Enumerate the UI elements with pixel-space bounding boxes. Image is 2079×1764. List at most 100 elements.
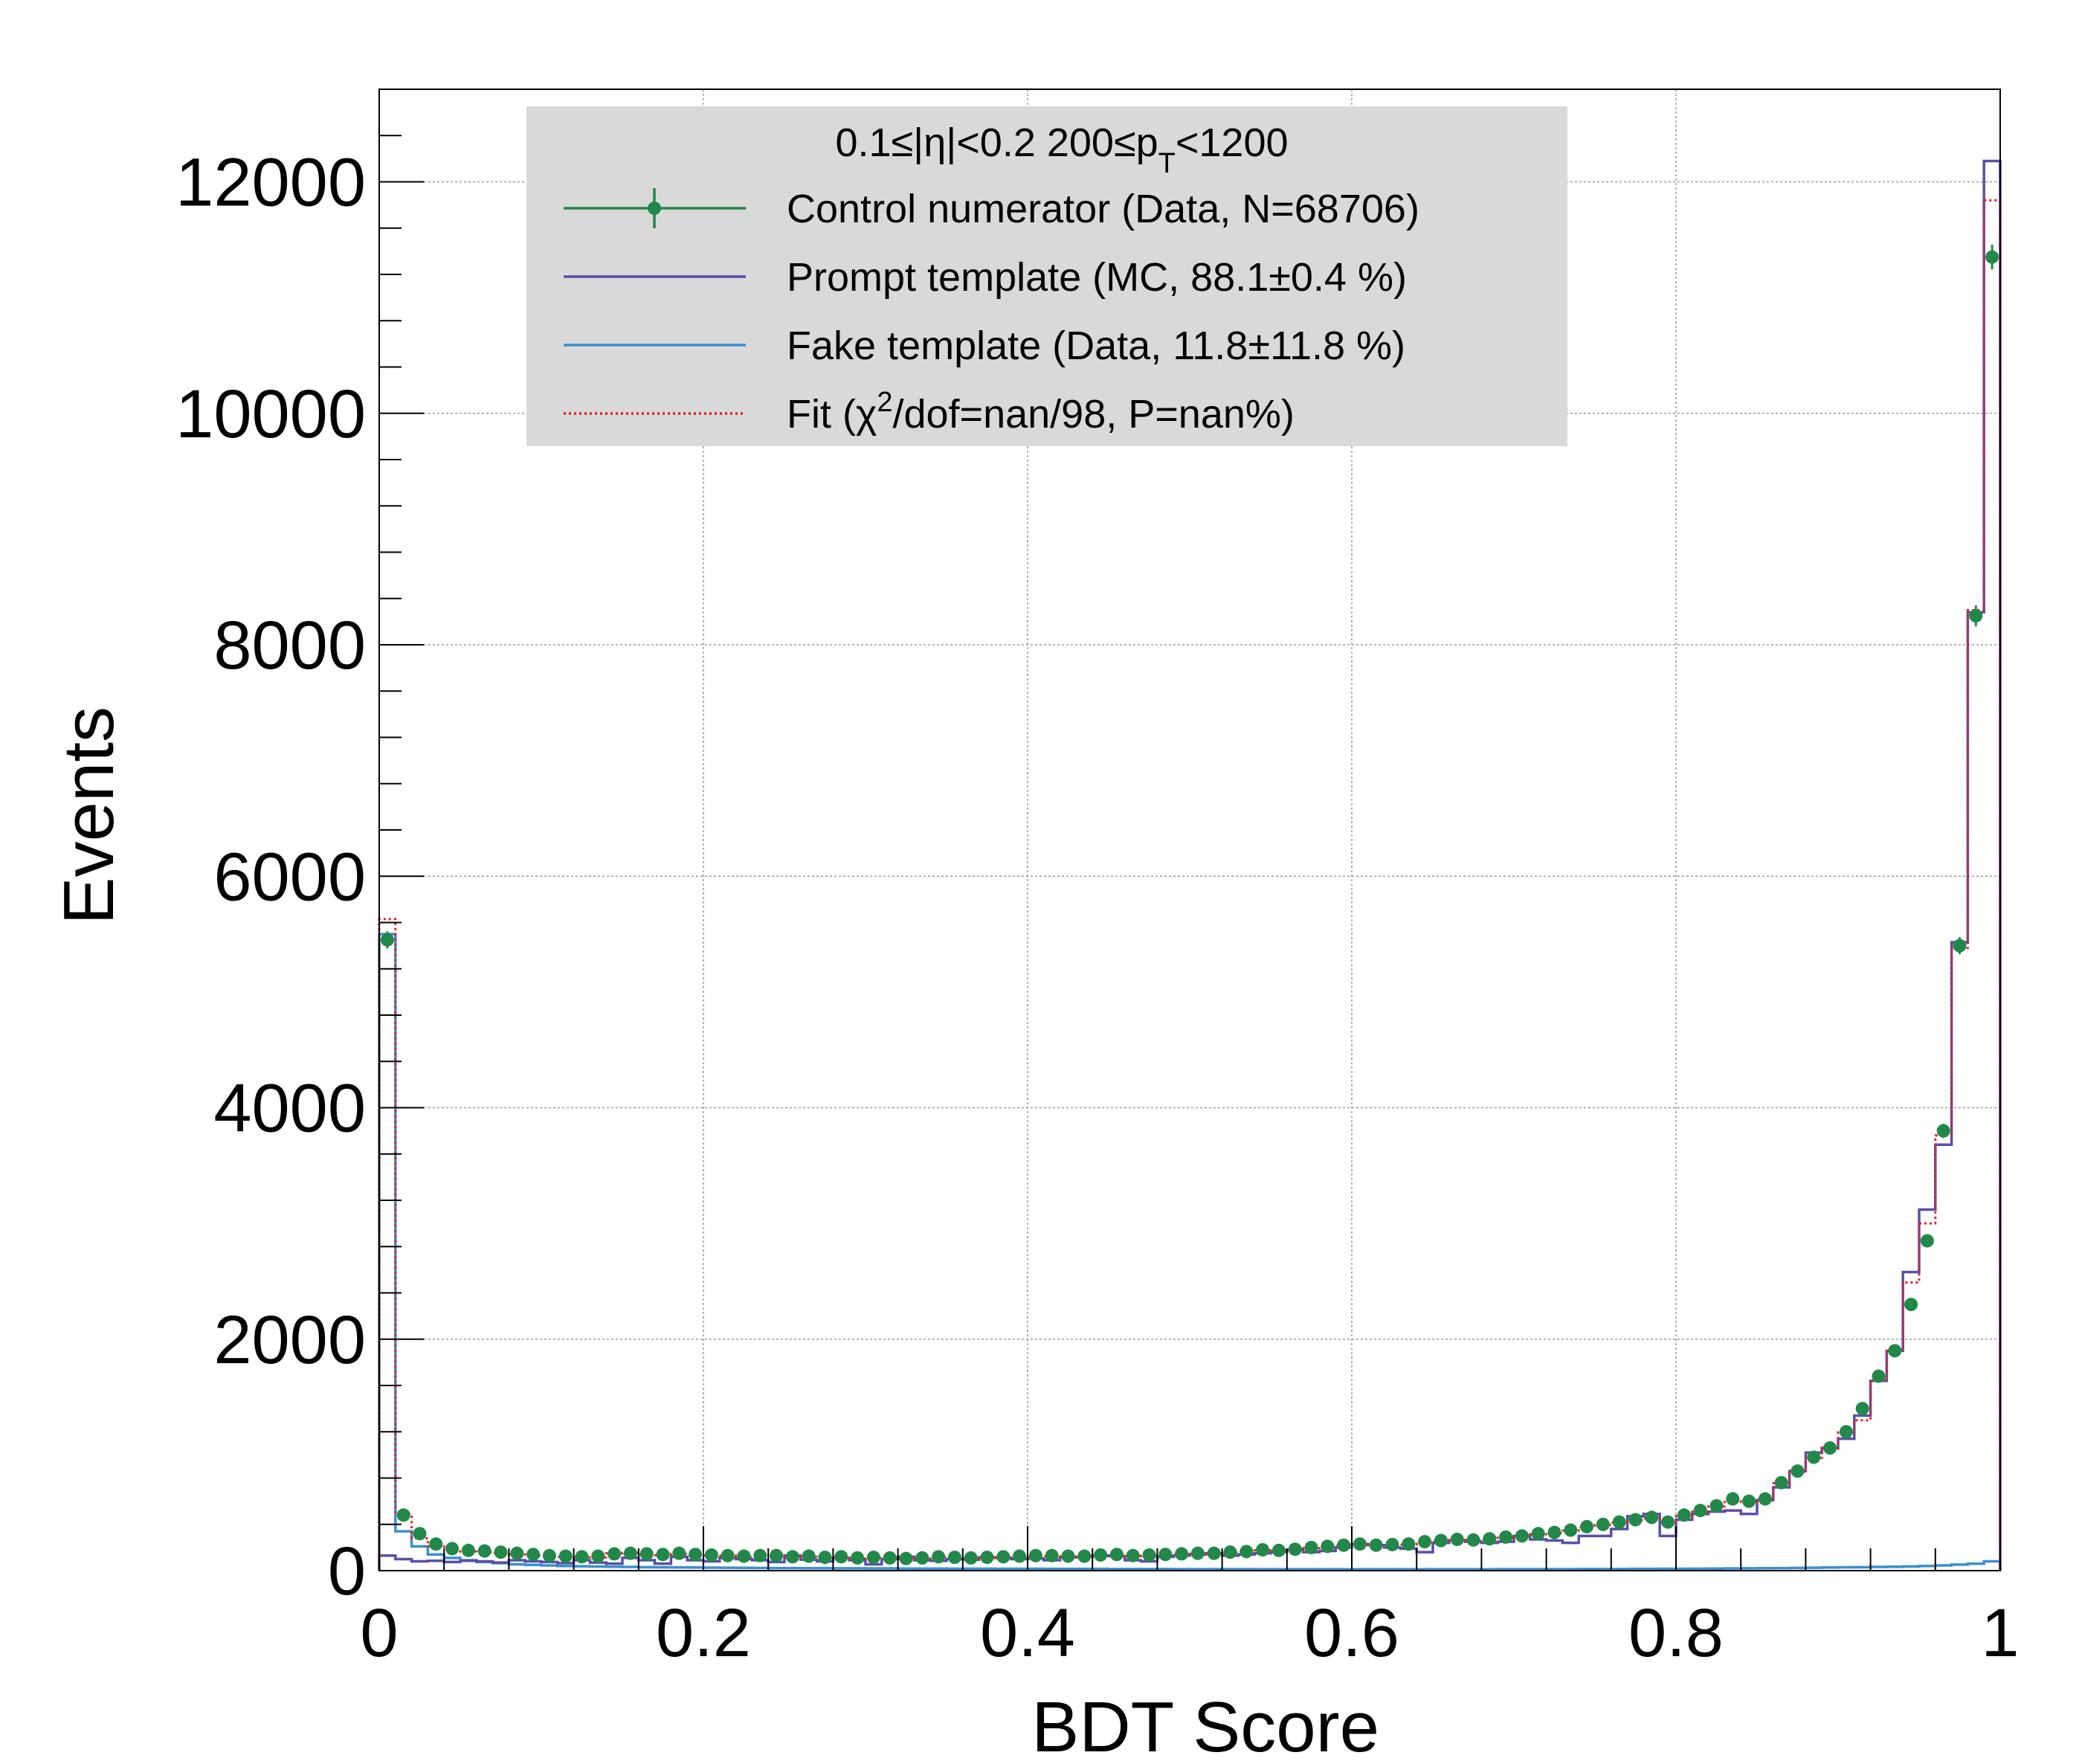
data-point <box>1418 1535 1432 1549</box>
data-point-marker <box>1790 1464 1805 1478</box>
data-point-marker <box>461 1543 475 1557</box>
data-point <box>1807 1450 1821 1464</box>
data-point <box>1126 1548 1140 1562</box>
data-point <box>964 1551 978 1565</box>
data-point <box>510 1546 524 1560</box>
data-point <box>558 1549 573 1563</box>
data-point <box>834 1550 848 1564</box>
data-point-marker <box>1499 1530 1513 1544</box>
data-point-marker <box>1693 1504 1707 1518</box>
tick-labels: 0 0.2 0.4 0.6 0.8 1 0 2000 4000 6000 8000 10000 1200… <box>175 145 2019 1672</box>
data-point-marker <box>753 1548 767 1562</box>
data-point <box>1353 1537 1367 1551</box>
data-point-marker <box>737 1549 751 1563</box>
data-point-marker <box>1709 1499 1724 1513</box>
data-point <box>1709 1499 1724 1513</box>
data-point <box>1515 1529 1529 1543</box>
data-point-marker <box>1353 1537 1367 1551</box>
data-point-marker <box>1240 1545 1254 1559</box>
prompt-histogram <box>378 159 2002 1571</box>
data-point <box>1337 1538 1351 1552</box>
data-point-marker <box>1969 609 1983 623</box>
data-point <box>429 1537 443 1551</box>
data-point-marker <box>1515 1529 1529 1543</box>
series-layer <box>378 159 2002 1571</box>
data-point-marker <box>672 1546 686 1560</box>
data-point <box>980 1551 994 1565</box>
y-tick-label: 2000 <box>213 1302 366 1378</box>
data-point-marker <box>639 1547 654 1561</box>
data-point <box>1207 1546 1221 1560</box>
legend-marker <box>648 202 661 215</box>
x-tick-label: 0.6 <box>1304 1595 1399 1671</box>
data-point-marker <box>947 1551 961 1565</box>
data-point-marker <box>802 1549 816 1563</box>
data-point-marker <box>1628 1513 1643 1527</box>
data-point <box>526 1548 541 1562</box>
data-point-marker <box>1142 1548 1156 1562</box>
data-point <box>1271 1543 1286 1557</box>
data-point-marker <box>1061 1549 1075 1563</box>
x-tick-label: 0 <box>360 1595 398 1671</box>
data-point <box>1677 1508 1691 1522</box>
data-point <box>477 1544 491 1558</box>
fake-histogram <box>378 933 2002 1571</box>
data-point <box>461 1543 475 1557</box>
y-tick-label: 8000 <box>213 608 366 683</box>
data-point <box>1661 1515 1675 1529</box>
x-tick-label: 0.4 <box>980 1595 1075 1671</box>
legend-entry-label-part: Fit (χ <box>787 392 877 437</box>
data-point-marker <box>1774 1475 1788 1490</box>
data-point-marker <box>1013 1549 1027 1563</box>
data-point <box>1758 1492 1772 1506</box>
data-point <box>1077 1549 1092 1563</box>
data-point-marker <box>1190 1546 1205 1560</box>
data-point-marker <box>607 1547 622 1561</box>
data-point <box>704 1548 718 1562</box>
x-axis-title: BDT Score <box>1031 1687 1379 1764</box>
data-point <box>1855 1402 1869 1416</box>
data-point-marker <box>1271 1543 1286 1557</box>
data-point-marker <box>1531 1527 1545 1541</box>
data-point-marker <box>429 1537 443 1551</box>
data-point <box>1256 1542 1270 1557</box>
data-point <box>1158 1548 1173 1562</box>
data-point <box>1888 1344 1902 1358</box>
data-point <box>1434 1533 1448 1548</box>
data-point-marker <box>1758 1492 1772 1506</box>
data-point-marker <box>1888 1344 1902 1358</box>
data-point-marker <box>445 1542 460 1556</box>
data-point-marker <box>1028 1548 1042 1562</box>
data-point <box>1628 1513 1643 1527</box>
legend-entry-label-part: /dof=nan/98, P=nan%) <box>892 392 1294 437</box>
data-point <box>753 1548 767 1562</box>
data-point-marker <box>1855 1402 1869 1416</box>
data-point-marker <box>721 1548 735 1562</box>
data-point <box>591 1549 605 1563</box>
data-point <box>1547 1525 1561 1539</box>
data-point-marker <box>1175 1547 1189 1561</box>
data-point-marker <box>1077 1549 1092 1563</box>
y-axis-title: Events <box>49 706 129 924</box>
data-point-marker <box>899 1551 913 1565</box>
data-point <box>1985 245 1999 270</box>
data-point <box>1742 1494 1756 1508</box>
legend-header-part: <1200 <box>1176 120 1289 165</box>
data-point-marker <box>1126 1548 1140 1562</box>
data-point <box>1726 1492 1740 1506</box>
data-point-marker <box>494 1545 508 1559</box>
data-point-marker <box>1596 1517 1610 1531</box>
legend-header: 0.1≤|η|<0.2 200≤pT<1200 <box>835 120 1288 179</box>
data-point <box>1450 1532 1464 1546</box>
y-tick-label: 12000 <box>175 145 366 221</box>
data-point <box>883 1551 897 1565</box>
data-point-marker <box>1483 1532 1497 1546</box>
data-point-marker <box>1645 1510 1659 1525</box>
data-point-marker <box>558 1549 573 1563</box>
data-point-marker <box>980 1551 994 1565</box>
data-point-marker <box>1109 1548 1124 1562</box>
data-point <box>1774 1475 1788 1490</box>
data-point <box>1223 1545 1237 1559</box>
data-point <box>1013 1549 1027 1563</box>
